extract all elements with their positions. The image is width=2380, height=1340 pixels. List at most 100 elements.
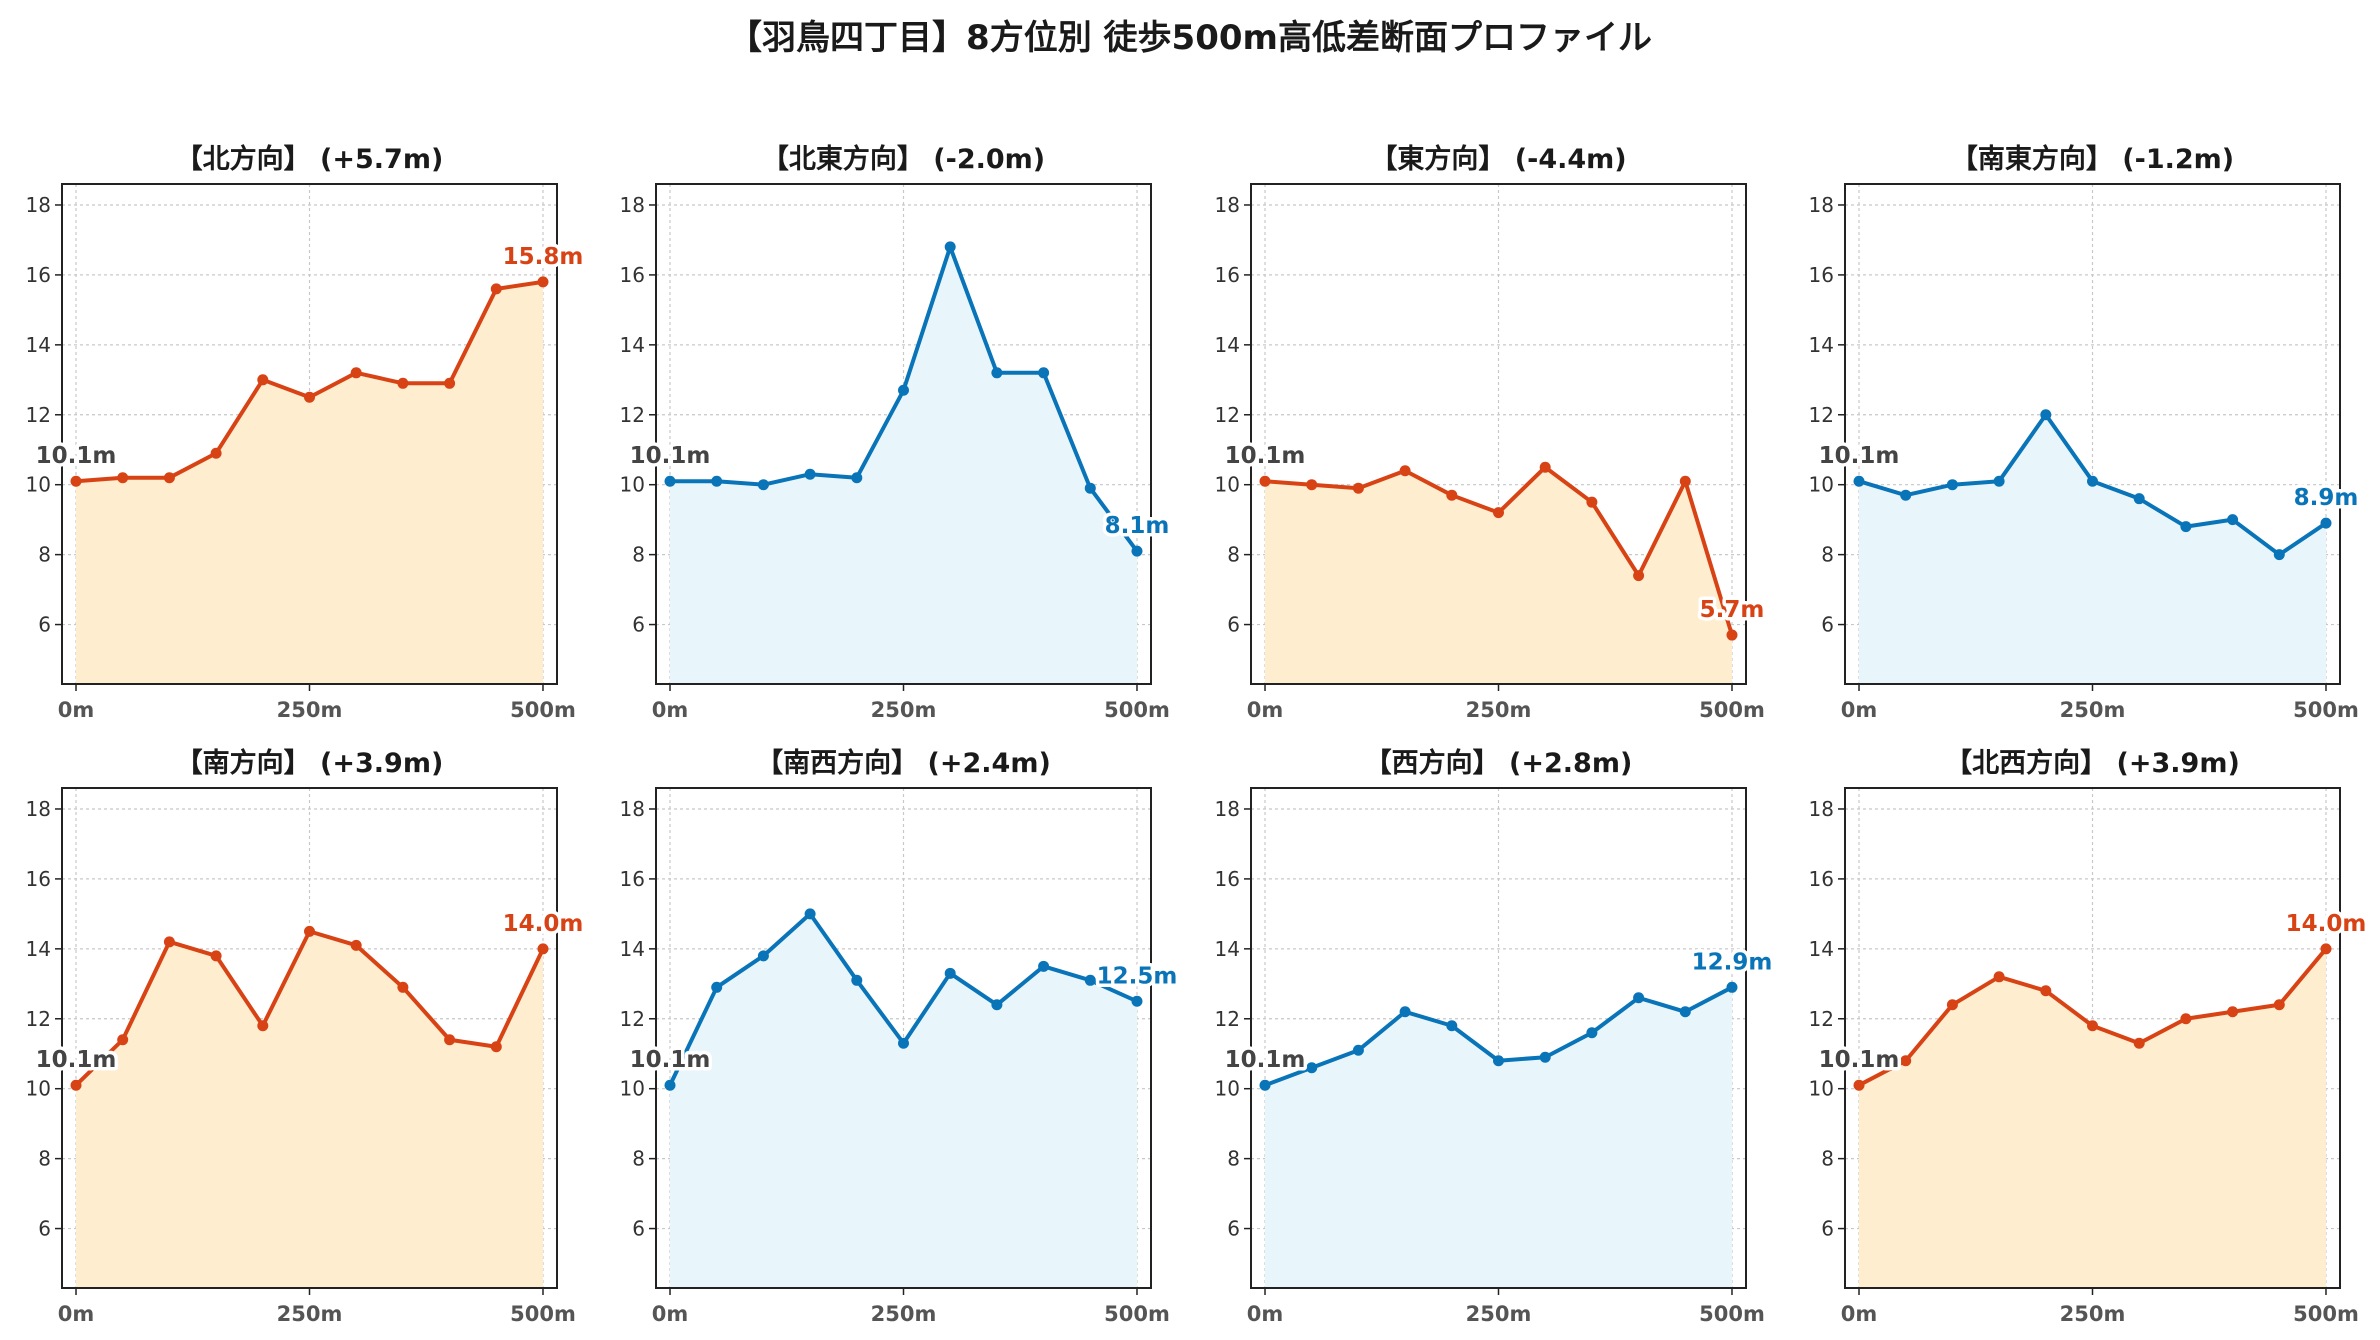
data-point	[163, 472, 175, 484]
data-point	[397, 377, 409, 389]
data-point	[1586, 496, 1598, 508]
y-tick-label: 8	[1227, 1147, 1240, 1171]
end-value-label-halo: 8.9m	[2294, 485, 2359, 511]
data-point	[1306, 479, 1318, 491]
data-point	[210, 447, 222, 459]
data-point	[711, 981, 723, 993]
start-value-label-halo: 10.1m	[1225, 1047, 1306, 1073]
x-tick-label: 250m	[2060, 1302, 2126, 1326]
chart-panel-1: 【北東方向】 (-2.0m) 6 8 10 12 14 16 18 0m 250m 500m 10.1…	[620, 143, 1173, 722]
elevation-area	[76, 931, 543, 1288]
y-tick-label: 10	[620, 473, 645, 497]
y-tick-label: 18	[1215, 193, 1240, 217]
data-point	[991, 367, 1003, 379]
elevation-area	[670, 913, 1137, 1288]
x-tick-label: 250m	[2060, 698, 2126, 722]
y-tick-label: 14	[26, 937, 51, 961]
x-tick-label: 500m	[510, 698, 576, 722]
data-point	[117, 472, 129, 484]
y-tick-label: 18	[1215, 797, 1240, 821]
chart-title: 【東方向】 (-4.4m)	[1370, 143, 1626, 175]
x-tick-label: 0m	[1841, 698, 1878, 722]
x-tick-label: 0m	[652, 698, 689, 722]
data-point	[1586, 1027, 1598, 1039]
chart-panel-5: 【南西方向】 (+2.4m) 6 8 10 12 14 16 18 0m 250m 500m 10.1…	[620, 747, 1181, 1326]
data-point	[2087, 1020, 2098, 1032]
end-value-label-halo: 5.7m	[1700, 597, 1765, 623]
end-value-label: 5.7m	[1700, 597, 1765, 623]
x-tick-label: 250m	[871, 698, 937, 722]
y-tick-label: 8	[1821, 1147, 1834, 1171]
start-value-label-halo: 10.1m	[1819, 443, 1900, 469]
data-point	[2320, 943, 2332, 955]
start-value-label: 10.1m	[1225, 1047, 1306, 1073]
data-point	[1900, 1055, 1912, 1067]
start-value-label-halo: 10.1m	[630, 1047, 711, 1073]
chart-title: 【南方向】 (+3.9m)	[176, 747, 444, 779]
data-point	[1853, 1079, 1865, 1091]
data-point	[397, 981, 409, 993]
start-value-label: 10.1m	[630, 1047, 711, 1073]
y-tick-label: 12	[1215, 1007, 1240, 1031]
data-point	[2133, 493, 2145, 505]
y-tick-label: 8	[632, 1147, 645, 1171]
y-tick-label: 14	[1809, 937, 1834, 961]
data-point	[2087, 475, 2098, 487]
data-point	[1446, 489, 1458, 501]
end-value-label: 12.5m	[1097, 963, 1178, 989]
data-point	[1900, 489, 1912, 501]
y-tick-label: 10	[26, 1077, 51, 1101]
data-point	[1726, 629, 1738, 641]
end-value-label-halo: 12.9m	[1692, 949, 1773, 975]
data-point	[851, 974, 863, 986]
data-point	[1306, 1062, 1318, 1074]
x-tick-label: 0m	[652, 1302, 689, 1326]
x-tick-label: 0m	[1247, 698, 1284, 722]
x-tick-label: 250m	[277, 1302, 343, 1326]
y-tick-label: 10	[1215, 1077, 1240, 1101]
y-tick-label: 10	[620, 1077, 645, 1101]
chart-title: 【南東方向】 (-1.2m)	[1951, 143, 2234, 175]
data-point	[1993, 475, 2005, 487]
start-value-label-halo: 10.1m	[630, 443, 711, 469]
y-tick-label: 6	[1227, 613, 1240, 637]
y-tick-label: 16	[1215, 867, 1240, 891]
y-tick-label: 8	[38, 1147, 51, 1171]
x-tick-label: 0m	[58, 1302, 95, 1326]
figure-title: 【羽鳥四丁目】8方位別 徒歩500m高低差断面プロファイル	[728, 18, 1652, 58]
y-tick-label: 16	[620, 263, 645, 287]
y-tick-label: 8	[38, 543, 51, 567]
data-point	[444, 377, 456, 389]
data-point	[70, 1079, 82, 1091]
start-value-label-halo: 10.1m	[36, 443, 117, 469]
elevation-area	[1265, 987, 1732, 1288]
y-tick-label: 16	[1215, 263, 1240, 287]
data-point	[444, 1034, 456, 1046]
chart-panel-0: 【北方向】 (+5.7m) 6 8 10 12 14 16 18 0m 250m 500m 10.1m…	[26, 143, 587, 722]
data-point	[944, 241, 956, 253]
x-tick-label: 500m	[1104, 1302, 1170, 1326]
y-tick-label: 12	[1215, 403, 1240, 427]
chart-panel-3: 【南東方向】 (-1.2m) 6 8 10 12 14 16 18 0m 250m 500m 10.1…	[1809, 143, 2362, 722]
x-tick-label: 0m	[1247, 1302, 1284, 1326]
y-tick-label: 12	[26, 403, 51, 427]
y-tick-label: 6	[1227, 1217, 1240, 1241]
data-point	[304, 925, 315, 937]
start-value-label: 10.1m	[630, 443, 711, 469]
data-point	[2180, 1013, 2192, 1025]
data-point	[304, 391, 315, 403]
data-point	[210, 950, 222, 962]
start-value-label: 10.1m	[36, 1047, 117, 1073]
chart-title: 【北東方向】 (-2.0m)	[762, 143, 1045, 175]
x-tick-label: 0m	[58, 698, 95, 722]
end-value-label-halo: 12.5m	[1097, 963, 1178, 989]
data-point	[2180, 521, 2192, 533]
chart-title: 【西方向】 (+2.8m)	[1365, 747, 1633, 779]
data-point	[1493, 507, 1504, 519]
y-tick-label: 8	[1227, 543, 1240, 567]
elevation-area	[1265, 467, 1732, 684]
x-tick-label: 500m	[2293, 1302, 2359, 1326]
data-point	[2040, 985, 2052, 997]
chart-panel-7: 【北西方向】 (+3.9m) 6 8 10 12 14 16 18 0m 250m 500m 10.1…	[1809, 747, 2370, 1326]
data-point	[944, 967, 956, 979]
